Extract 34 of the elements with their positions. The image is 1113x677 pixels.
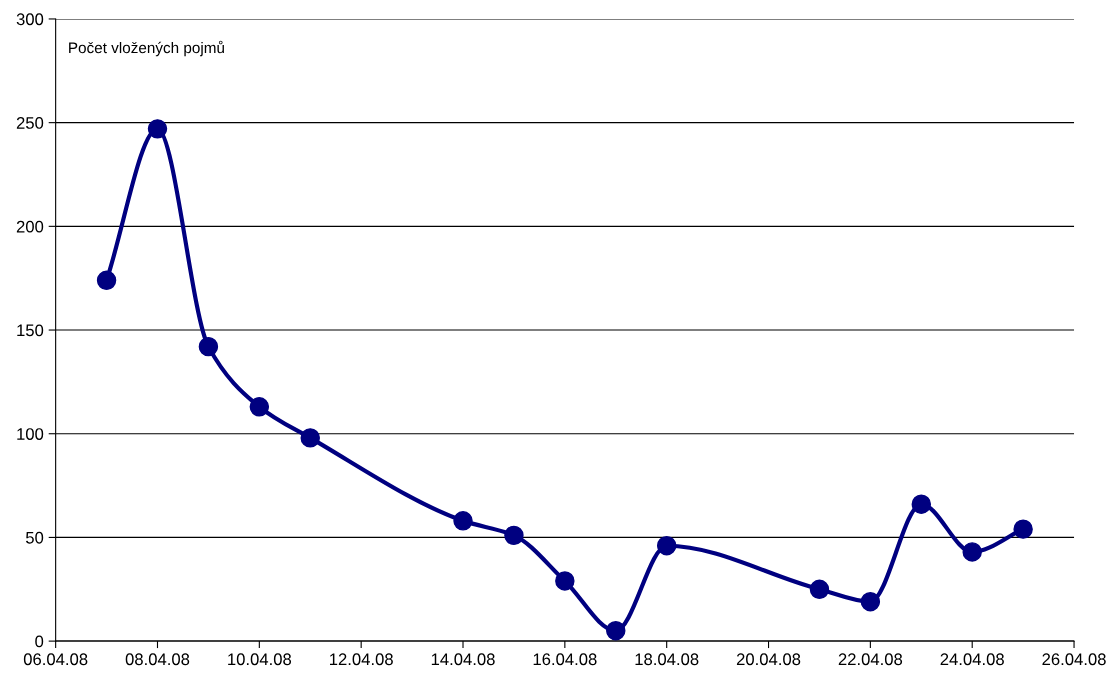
x-tick-label: 18.04.08	[635, 653, 699, 666]
point	[911, 494, 932, 514]
point	[555, 571, 575, 591]
x-tick-label: 14.04.08	[431, 653, 495, 666]
x-tick-label: 16.04.08	[533, 653, 597, 666]
y-tick-label: 0	[35, 635, 44, 648]
annotation: Počet vložených pojmů	[69, 40, 224, 57]
y-tick-label: 150	[17, 324, 44, 337]
point	[860, 591, 881, 612]
point	[453, 511, 473, 531]
y-tick-label: 250	[16, 117, 44, 129]
x-tick-label: 24.04.08	[940, 653, 1004, 666]
x-tick-label: 22.04.08	[838, 653, 903, 666]
point	[96, 270, 117, 290]
x-tick-label: 10.04.08	[228, 653, 292, 666]
point	[147, 119, 168, 139]
x-tick-label: 06.04.08	[23, 653, 88, 666]
x-tick-label: 26.04.08	[1042, 653, 1106, 666]
point	[249, 397, 270, 417]
point	[656, 535, 677, 556]
point	[962, 542, 982, 562]
y-tick-label: 300	[16, 13, 44, 26]
point	[198, 336, 219, 357]
point	[504, 525, 524, 546]
x-tick-label: 08.04.08	[125, 653, 190, 666]
point	[300, 428, 320, 448]
y-tick-label: 50	[25, 531, 44, 544]
point	[606, 621, 626, 641]
y-tick-label: 200	[16, 220, 44, 233]
x-tick-label: 12.04.08	[330, 653, 393, 666]
x-tick-label: 20.04.08	[736, 653, 801, 666]
point	[1013, 519, 1033, 539]
y-tick-label: 100	[17, 428, 44, 440]
point	[809, 579, 830, 599]
